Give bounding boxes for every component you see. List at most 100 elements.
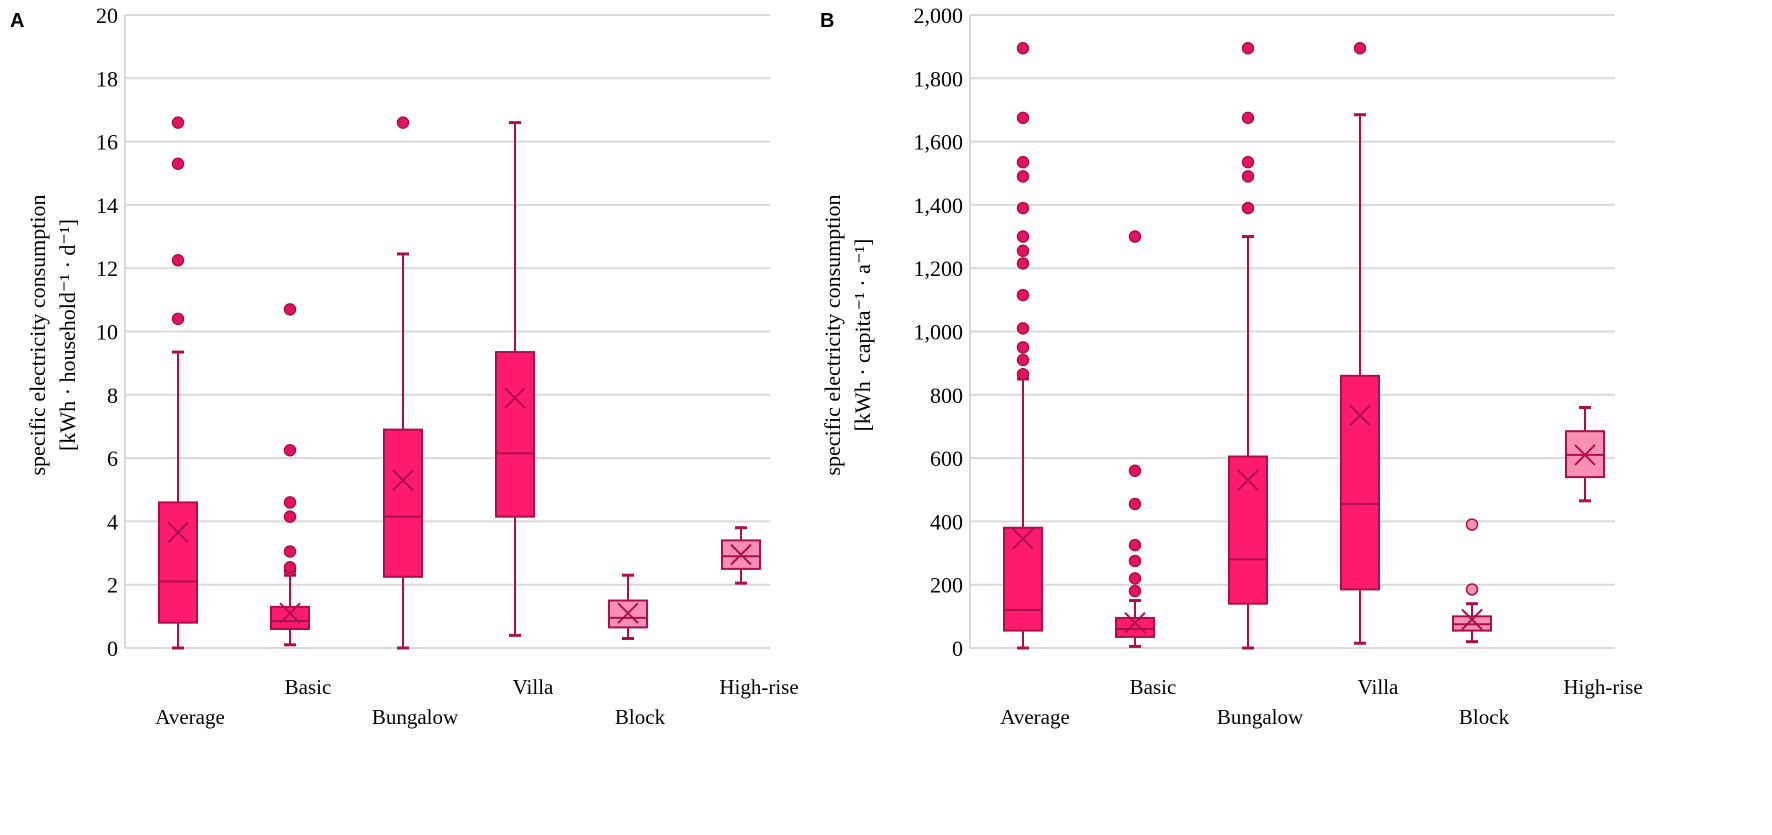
outlier-point xyxy=(1016,322,1030,335)
box-block xyxy=(1452,518,1492,644)
box-villa xyxy=(495,121,535,637)
outlier-point xyxy=(1465,583,1479,596)
outlier-point xyxy=(283,545,297,558)
box-iqr xyxy=(1228,455,1268,605)
outlier-point xyxy=(1016,170,1030,183)
chart-panel-b: B 0 200 400 600 800 1,000 1,200 1,400 1,600 1,800 2… xyxy=(820,3,1643,729)
outlier-point xyxy=(1128,497,1142,511)
box-average xyxy=(1003,41,1043,650)
box-iqr xyxy=(158,501,198,624)
mean-marker xyxy=(1012,528,1034,550)
outlier-point xyxy=(1241,41,1255,55)
y-axis-title-units: [kWh · capita⁻¹ · a⁻¹] xyxy=(850,239,875,432)
y-tick-label: 1,000 xyxy=(914,320,964,345)
mean-marker xyxy=(504,387,526,409)
outlier-point xyxy=(171,116,185,129)
panel-label: B xyxy=(820,10,834,32)
x-category-label: High-rise xyxy=(1563,675,1642,699)
y-tick-label: 12 xyxy=(96,256,118,281)
y-tick-label: 8 xyxy=(107,383,118,408)
box-iqr xyxy=(1003,526,1043,632)
box-basic xyxy=(270,303,310,647)
y-tick-label: 18 xyxy=(96,66,118,91)
mean-marker xyxy=(279,602,301,624)
outlier-point xyxy=(171,312,185,326)
box-bungalow xyxy=(383,116,423,650)
box-average xyxy=(158,116,198,650)
y-axis-title: specific electricity consumption xyxy=(25,194,50,475)
y-tick-label: 600 xyxy=(930,446,963,471)
outlier-point xyxy=(1128,464,1142,478)
box-block xyxy=(608,573,648,641)
outlier-point xyxy=(1016,244,1030,258)
box-high-rise xyxy=(1565,405,1605,503)
mean-marker xyxy=(1124,611,1146,634)
outlier-point xyxy=(1016,341,1030,354)
box-iqr xyxy=(1340,374,1380,591)
outlier-point xyxy=(1016,367,1030,381)
x-category-label: High-rise xyxy=(719,675,798,699)
y-axis-title: specific electricity consumption xyxy=(820,194,845,475)
mean-marker xyxy=(1461,608,1483,631)
outlier-point xyxy=(1016,288,1030,302)
mean-marker xyxy=(392,469,414,491)
outlier-point xyxy=(1128,538,1142,552)
outlier-point xyxy=(1016,41,1030,55)
x-category-label: Bungalow xyxy=(372,705,459,729)
box-iqr xyxy=(270,605,310,631)
x-category-label: Basic xyxy=(1130,675,1177,699)
mean-marker xyxy=(167,521,189,544)
chart-panel-a: A 0 2 4 6 8 10 12 14 16 18 20 specific electricity c… xyxy=(10,3,799,729)
outlier-point xyxy=(1128,230,1142,243)
outlier-point xyxy=(1128,554,1142,568)
outlier-point xyxy=(283,303,297,316)
x-category-label: Villa xyxy=(1358,675,1399,699)
outlier-point xyxy=(1128,572,1142,585)
outlier-point xyxy=(1016,230,1030,243)
outlier-point xyxy=(1353,41,1367,55)
mean-marker xyxy=(1574,444,1596,466)
y-tick-label: 0 xyxy=(952,636,963,661)
outlier-point xyxy=(1241,170,1255,183)
outlier-point xyxy=(283,561,297,574)
x-category-label: Block xyxy=(1459,705,1510,729)
y-tick-label: 2,000 xyxy=(914,3,964,28)
y-tick-label: 4 xyxy=(107,509,118,534)
x-category-label: Villa xyxy=(513,675,554,699)
mean-marker xyxy=(617,602,639,624)
outlier-point xyxy=(283,510,297,523)
outlier-point xyxy=(1241,111,1255,125)
outlier-point xyxy=(283,443,297,457)
outlier-point xyxy=(1016,353,1030,367)
x-category-label: Block xyxy=(615,705,666,729)
outlier-point xyxy=(1016,111,1030,125)
box-villa xyxy=(1340,41,1380,645)
y-tick-label: 20 xyxy=(96,3,118,28)
outlier-point xyxy=(283,496,297,509)
x-category-label: Basic xyxy=(285,675,332,699)
y-tick-label: 16 xyxy=(96,130,118,155)
box-bungalow xyxy=(1228,41,1268,650)
box-high-rise xyxy=(721,526,761,585)
y-tick-label: 0 xyxy=(107,636,118,661)
y-axis-title-units: [kWh · household⁻¹ · d⁻¹] xyxy=(55,219,80,451)
outlier-point xyxy=(171,254,185,267)
box-iqr xyxy=(495,351,535,518)
y-tick-label: 800 xyxy=(930,383,963,408)
mean-marker xyxy=(1349,404,1371,427)
outlier-point xyxy=(1128,584,1142,598)
outlier-point xyxy=(1465,518,1479,531)
outlier-point xyxy=(1241,155,1255,169)
y-tick-label: 400 xyxy=(930,509,963,534)
box-iqr xyxy=(1115,616,1155,638)
y-tick-label: 1,200 xyxy=(914,256,964,281)
y-tick-label: 1,400 xyxy=(914,193,964,218)
y-tick-label: 200 xyxy=(930,573,963,598)
x-category-label: Average xyxy=(155,705,225,729)
y-tick-label: 1,600 xyxy=(914,130,964,155)
outlier-point xyxy=(1241,201,1255,215)
y-tick-label: 10 xyxy=(96,320,118,345)
y-tick-label: 1,800 xyxy=(914,66,964,91)
panel-label: A xyxy=(10,10,24,32)
